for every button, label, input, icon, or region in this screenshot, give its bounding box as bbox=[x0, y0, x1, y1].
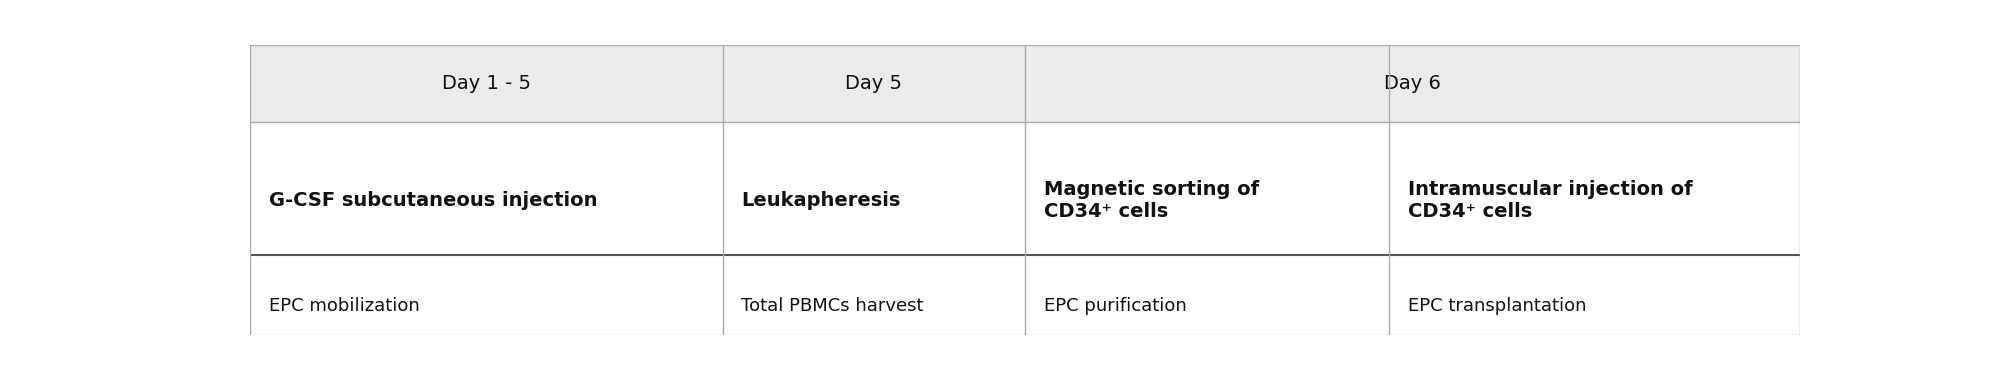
Text: Day 6: Day 6 bbox=[1384, 74, 1440, 93]
Text: G-CSF subcutaneous injection: G-CSF subcutaneous injection bbox=[268, 191, 598, 209]
Text: Total PBMCs harvest: Total PBMCs harvest bbox=[742, 297, 924, 315]
Text: Intramuscular injection of
CD34⁺ cells: Intramuscular injection of CD34⁺ cells bbox=[1408, 179, 1692, 220]
Text: EPC transplantation: EPC transplantation bbox=[1408, 297, 1586, 315]
Bar bbox=[250, 45, 1800, 122]
Text: Magnetic sorting of
CD34⁺ cells: Magnetic sorting of CD34⁺ cells bbox=[1044, 179, 1258, 220]
Text: Day 5: Day 5 bbox=[846, 74, 902, 93]
Text: Leukapheresis: Leukapheresis bbox=[742, 191, 900, 209]
Text: Day 1 - 5: Day 1 - 5 bbox=[442, 74, 530, 93]
Text: EPC mobilization: EPC mobilization bbox=[268, 297, 420, 315]
Text: EPC purification: EPC purification bbox=[1044, 297, 1186, 315]
